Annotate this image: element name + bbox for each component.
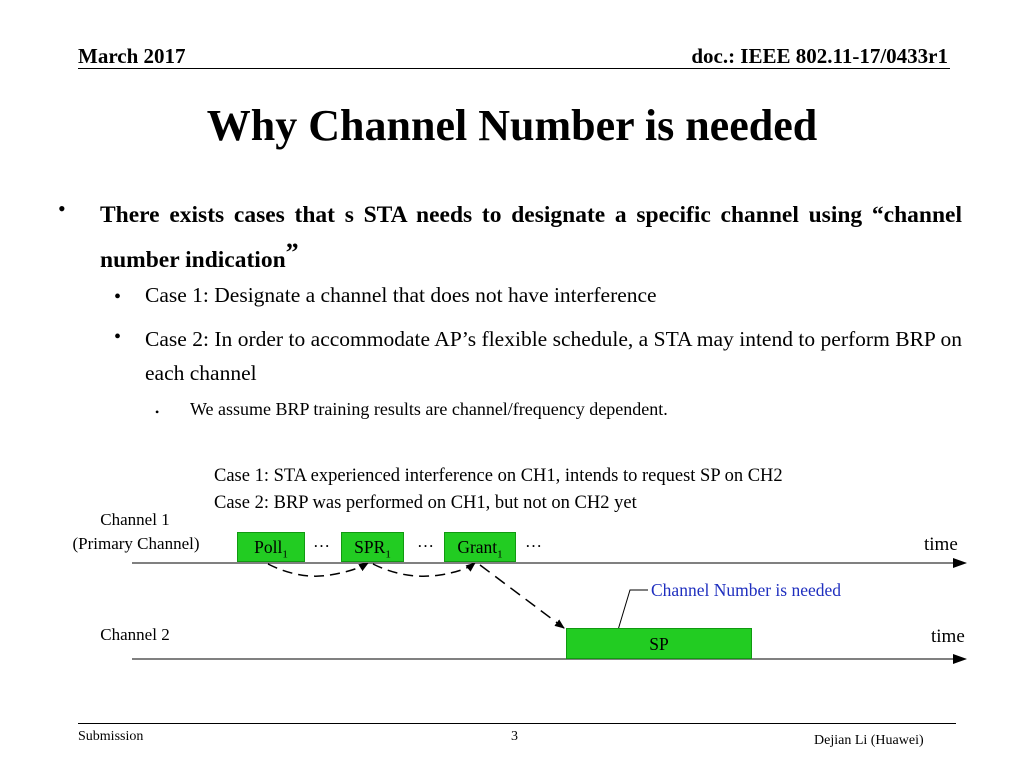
note-callout-line xyxy=(617,589,648,631)
sp-frame-box: SP xyxy=(566,628,752,659)
bullet-main: There exists cases that s STA needs to d… xyxy=(100,193,962,282)
bullet-case2: Case 2: In order to accommodate AP’s fle… xyxy=(145,327,962,385)
ellipsis-3: … xyxy=(525,532,542,551)
slide-title: Why Channel Number is needed xyxy=(206,101,818,150)
grant-to-sp-arrow xyxy=(479,564,565,629)
bullet-marker: • xyxy=(114,326,122,348)
bullet-marker: • xyxy=(155,405,160,419)
channel2-time-label: time xyxy=(931,626,965,647)
channel1-sublabel: (Primary Channel) xyxy=(72,534,200,553)
poll-to-spr-arrow xyxy=(267,562,369,577)
ellipsis-1: … xyxy=(313,532,330,551)
bullet-main-text: There exists cases that s STA needs to d… xyxy=(100,202,962,273)
footer-submission: Submission xyxy=(78,729,144,744)
bullet-assumption: We assume BRP training results are chann… xyxy=(190,399,668,419)
footer-author: Dejian Li (Huawei) xyxy=(814,733,924,748)
footer-page-number: 3 xyxy=(511,729,518,744)
channel-number-note: Channel Number is needed xyxy=(651,580,842,600)
channel1-time-label: time xyxy=(924,534,958,555)
bullet-case1: Case 1: Designate a channel that does no… xyxy=(145,283,657,307)
grant-subscript: 1 xyxy=(497,548,503,561)
footer-divider xyxy=(78,723,956,724)
spr-label: SPR xyxy=(354,537,386,557)
bullet-marker: • xyxy=(114,286,122,308)
header-date: March 2017 xyxy=(78,44,186,68)
header-divider xyxy=(78,68,950,69)
grant-frame-box: Grant1 xyxy=(444,532,516,562)
channel1-label: Channel 1 xyxy=(100,510,170,529)
bullet-marker: • xyxy=(58,196,66,221)
grant-label: Grant xyxy=(457,537,498,557)
poll-label: Poll xyxy=(254,537,283,557)
spr-frame-box: SPR1 xyxy=(341,532,404,562)
sp-label: SP xyxy=(649,634,669,654)
ellipsis-2: … xyxy=(417,532,434,551)
channel2-label: Channel 2 xyxy=(100,625,170,644)
header-doc-id: doc.: IEEE 802.11-17/0433r1 xyxy=(691,44,948,68)
poll-subscript: 1 xyxy=(282,548,288,561)
poll-frame-box: Poll1 xyxy=(237,532,305,562)
diagram-caption-case2: Case 2: BRP was performed on CH1, but no… xyxy=(214,493,637,513)
spr-subscript: 1 xyxy=(385,548,391,561)
spr-to-grant-arrow xyxy=(372,562,476,577)
bullet-main-quote: ” xyxy=(285,238,299,267)
diagram-caption-case1: Case 1: STA experienced interference on … xyxy=(214,466,783,486)
